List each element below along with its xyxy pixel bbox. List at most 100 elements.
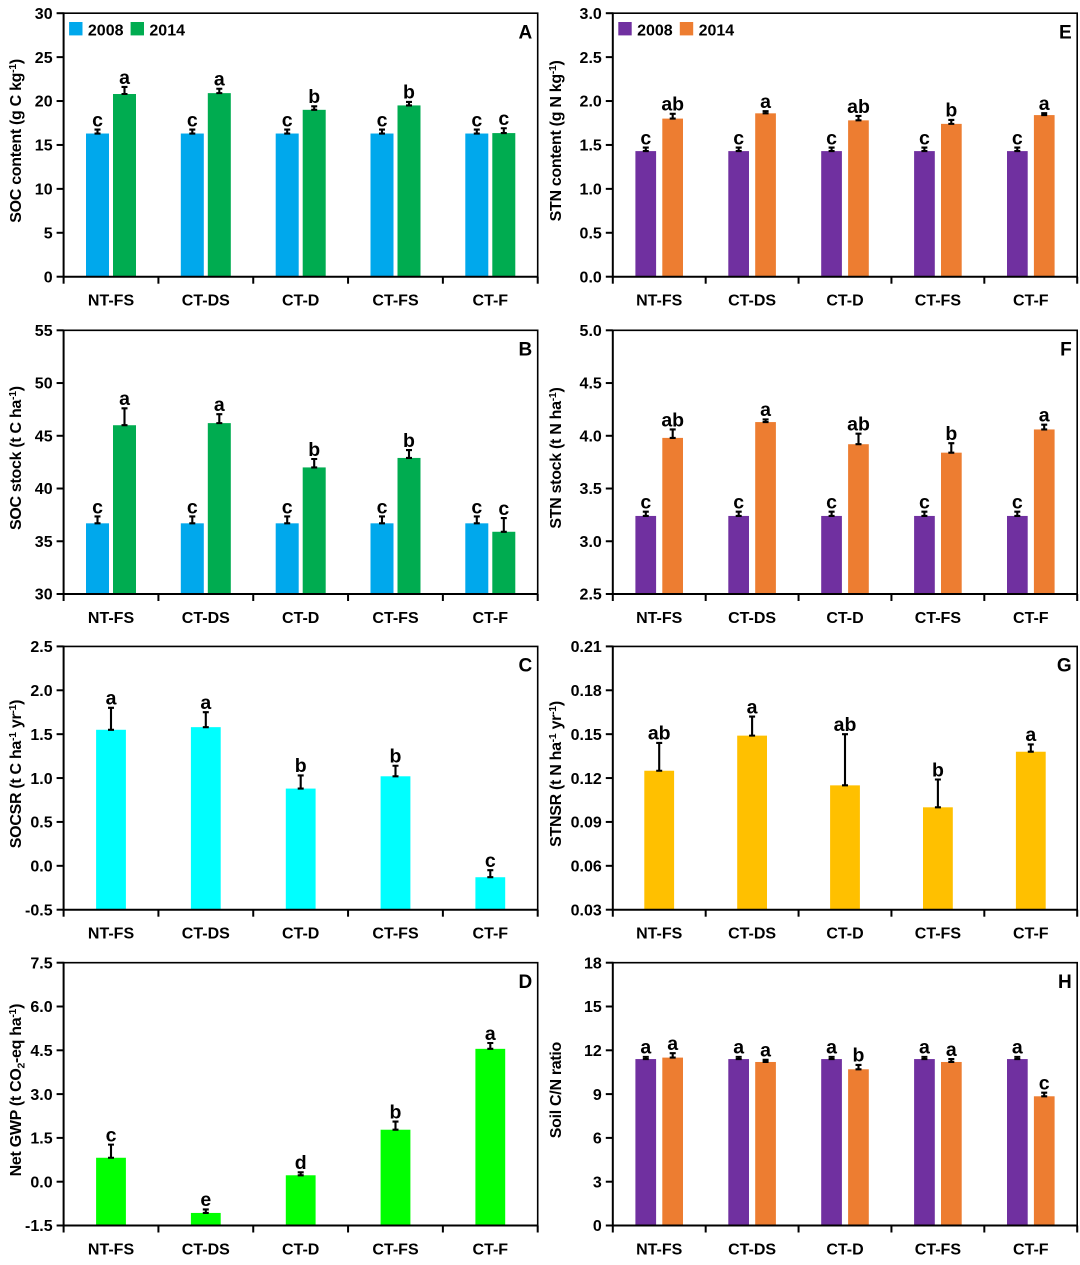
svg-text:0.5: 0.5 bbox=[30, 815, 52, 832]
svg-text:b: b bbox=[403, 82, 415, 104]
svg-text:18: 18 bbox=[584, 955, 602, 972]
svg-text:e: e bbox=[200, 1189, 211, 1211]
svg-text:b: b bbox=[390, 1101, 402, 1123]
svg-text:c: c bbox=[640, 492, 651, 514]
svg-text:CT-FS: CT-FS bbox=[915, 926, 962, 943]
svg-text:c: c bbox=[733, 492, 744, 514]
svg-text:NT-FS: NT-FS bbox=[636, 293, 683, 310]
svg-text:CT-D: CT-D bbox=[282, 293, 319, 310]
svg-text:0.21: 0.21 bbox=[571, 639, 602, 656]
svg-text:STN stock (t N ha-1​): STN stock (t N ha-1​) bbox=[547, 388, 565, 529]
svg-text:c: c bbox=[919, 127, 930, 149]
svg-text:2.5: 2.5 bbox=[580, 50, 602, 67]
svg-text:-1.5: -1.5 bbox=[25, 1218, 53, 1235]
svg-text:F: F bbox=[1060, 340, 1072, 361]
svg-text:CT-F: CT-F bbox=[1013, 293, 1049, 310]
svg-text:CT-D: CT-D bbox=[826, 926, 863, 943]
svg-text:30: 30 bbox=[35, 6, 53, 23]
svg-text:3.0: 3.0 bbox=[30, 1087, 52, 1104]
svg-text:ab: ab bbox=[847, 413, 870, 435]
svg-text:H: H bbox=[1058, 972, 1072, 993]
svg-text:c: c bbox=[498, 498, 509, 520]
svg-text:2.5: 2.5 bbox=[30, 639, 52, 656]
svg-text:0.0: 0.0 bbox=[30, 1174, 52, 1191]
svg-text:2008: 2008 bbox=[637, 23, 673, 40]
svg-text:CT-F: CT-F bbox=[473, 926, 509, 943]
svg-text:0.12: 0.12 bbox=[571, 771, 602, 788]
svg-text:2.0: 2.0 bbox=[30, 683, 52, 700]
svg-text:a: a bbox=[640, 1037, 651, 1059]
svg-text:a: a bbox=[760, 91, 771, 113]
svg-text:NT-FS: NT-FS bbox=[88, 1241, 135, 1258]
svg-text:20: 20 bbox=[35, 94, 53, 111]
svg-text:c: c bbox=[377, 496, 388, 518]
svg-text:c: c bbox=[106, 1124, 117, 1146]
svg-text:CT-DS: CT-DS bbox=[728, 1241, 776, 1258]
svg-text:40: 40 bbox=[35, 481, 53, 498]
svg-text:b: b bbox=[308, 86, 320, 108]
svg-text:CT-D: CT-D bbox=[282, 610, 319, 627]
svg-text:0.5: 0.5 bbox=[580, 225, 602, 242]
svg-text:2014: 2014 bbox=[699, 23, 735, 40]
svg-text:a: a bbox=[946, 1039, 957, 1061]
svg-text:c: c bbox=[471, 109, 482, 131]
svg-text:a: a bbox=[919, 1037, 930, 1059]
svg-text:C: C bbox=[518, 656, 532, 677]
svg-text:15: 15 bbox=[584, 999, 602, 1016]
svg-text:c: c bbox=[733, 127, 744, 149]
svg-text:CT-FS: CT-FS bbox=[915, 610, 962, 627]
svg-text:D: D bbox=[518, 972, 532, 993]
svg-text:c: c bbox=[826, 492, 837, 514]
svg-text:12: 12 bbox=[584, 1043, 602, 1060]
svg-text:E: E bbox=[1059, 22, 1072, 43]
svg-text:25: 25 bbox=[35, 50, 53, 67]
svg-text:CT-DS: CT-DS bbox=[182, 926, 230, 943]
svg-text:0.09: 0.09 bbox=[571, 815, 602, 832]
svg-text:NT-FS: NT-FS bbox=[636, 926, 683, 943]
svg-text:a: a bbox=[119, 388, 130, 410]
svg-text:a: a bbox=[760, 399, 771, 421]
svg-text:c: c bbox=[92, 496, 103, 518]
svg-text:CT-F: CT-F bbox=[473, 293, 509, 310]
svg-text:ab: ab bbox=[648, 723, 671, 745]
svg-text:c: c bbox=[282, 496, 293, 518]
svg-text:c: c bbox=[826, 127, 837, 149]
svg-text:4.0: 4.0 bbox=[580, 428, 602, 445]
svg-text:4.5: 4.5 bbox=[30, 1043, 52, 1060]
svg-text:G: G bbox=[1057, 656, 1072, 677]
svg-text:CT-F: CT-F bbox=[1013, 926, 1049, 943]
svg-text:CT-D: CT-D bbox=[282, 1241, 319, 1258]
svg-text:a: a bbox=[747, 696, 758, 718]
svg-text:CT-FS: CT-FS bbox=[915, 293, 962, 310]
svg-text:NT-FS: NT-FS bbox=[88, 610, 135, 627]
svg-text:STNSR (t N ha-1​ yr-1​): STNSR (t N ha-1​ yr-1​) bbox=[547, 701, 565, 847]
svg-text:CT-FS: CT-FS bbox=[372, 1241, 419, 1258]
svg-text:CT-DS: CT-DS bbox=[182, 1241, 230, 1258]
svg-text:b: b bbox=[308, 439, 320, 461]
svg-text:b: b bbox=[295, 755, 307, 777]
svg-text:4.5: 4.5 bbox=[580, 376, 602, 393]
svg-text:c: c bbox=[1012, 127, 1023, 149]
svg-text:CT-DS: CT-DS bbox=[728, 610, 776, 627]
svg-text:a: a bbox=[760, 1040, 771, 1062]
svg-text:NT-FS: NT-FS bbox=[88, 926, 135, 943]
svg-text:c: c bbox=[498, 108, 509, 130]
svg-text:ab: ab bbox=[661, 409, 684, 431]
svg-text:CT-D: CT-D bbox=[826, 1241, 863, 1258]
svg-text:NT-FS: NT-FS bbox=[636, 1241, 683, 1258]
svg-text:50: 50 bbox=[35, 376, 53, 393]
svg-text:0.15: 0.15 bbox=[571, 727, 602, 744]
svg-text:b: b bbox=[945, 100, 957, 122]
svg-text:B: B bbox=[518, 340, 532, 361]
svg-text:3.0: 3.0 bbox=[580, 534, 602, 551]
svg-text:b: b bbox=[932, 759, 944, 781]
svg-text:Net GWP (t CO2​-eq ha-1​): Net GWP (t CO2​-eq ha-1​) bbox=[7, 1004, 28, 1176]
svg-text:a: a bbox=[826, 1037, 837, 1059]
svg-text:0.18: 0.18 bbox=[571, 683, 602, 700]
svg-text:3.5: 3.5 bbox=[580, 481, 602, 498]
svg-text:STN content (g N kg-1​): STN content (g N kg-1​) bbox=[547, 60, 565, 221]
svg-text:0: 0 bbox=[44, 269, 53, 286]
svg-text:A: A bbox=[518, 22, 532, 43]
svg-text:c: c bbox=[1012, 492, 1023, 514]
svg-text:a: a bbox=[214, 69, 225, 91]
